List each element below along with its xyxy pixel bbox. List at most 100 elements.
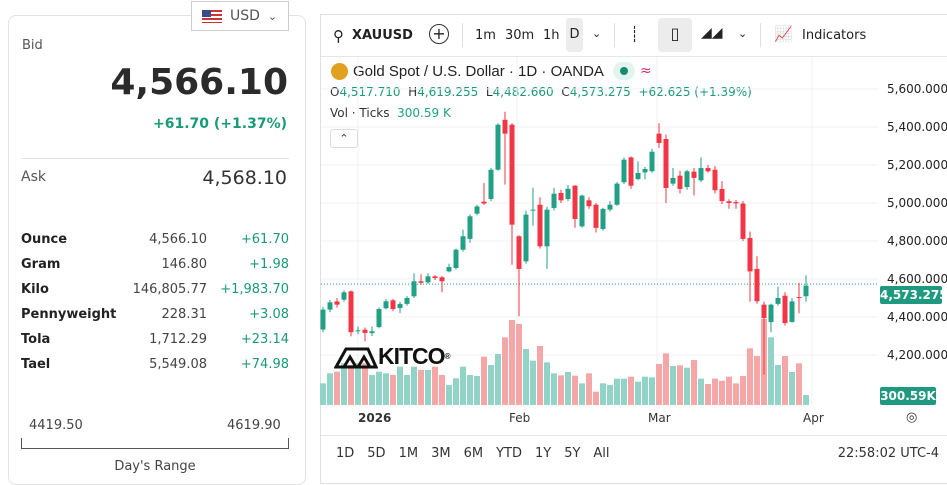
candle-body [719, 188, 725, 202]
clock: 22:58:02 UTC-4 [837, 446, 939, 461]
candle-body [747, 237, 753, 272]
candle-body [635, 172, 641, 180]
ask-price: 4,568.10 [202, 167, 287, 189]
range-ytd[interactable]: YTD [496, 446, 522, 461]
candle-body [446, 267, 452, 272]
candle-body [775, 298, 781, 304]
chevron-down-icon[interactable]: ⌄ [592, 27, 602, 40]
currency-select[interactable]: USD ⌄ [191, 1, 289, 31]
range-1m[interactable]: 1M [398, 446, 419, 461]
volume-bar [376, 371, 382, 405]
bid-label: Bid [22, 38, 43, 53]
chevron-down-icon[interactable]: ⌄ [738, 27, 748, 40]
volume-bar [502, 337, 508, 405]
volume-bar [579, 383, 585, 405]
last-price-label: 4,573.275 [880, 286, 947, 304]
range-5d[interactable]: 5D [367, 446, 386, 461]
candle-body [432, 276, 438, 279]
currency-label: USD [230, 8, 260, 24]
volume-bar [362, 363, 368, 405]
range-1d[interactable]: 1D [336, 446, 355, 461]
range-all[interactable]: All [593, 446, 610, 461]
volume-bar [397, 366, 403, 405]
volume-bar [621, 378, 627, 405]
candle-body [642, 168, 648, 173]
day-range-bar [21, 448, 289, 449]
candle-body [698, 168, 704, 181]
volume-bar [523, 349, 529, 405]
candle-body [376, 309, 382, 328]
candle-body [705, 168, 711, 172]
volume-bar [691, 360, 697, 405]
indicators-button[interactable]: Indicators [802, 28, 867, 43]
candle-body [481, 201, 487, 204]
gold-icon [331, 62, 348, 80]
volume-bar [642, 376, 648, 405]
candle-body [411, 281, 417, 297]
symbol-search[interactable]: XAUUSD [352, 28, 413, 43]
interval-1m[interactable]: 1m [475, 28, 496, 43]
interval-1h[interactable]: 1h [543, 28, 560, 43]
candle-body [460, 236, 466, 250]
volume-bar [509, 320, 515, 405]
candle-body [726, 201, 732, 203]
bar-chart-icon[interactable]: ┊ [630, 25, 640, 43]
candle-body [397, 303, 403, 309]
candle-body [467, 216, 473, 239]
y-tick: 4,800.000 [887, 234, 947, 248]
candle-body [439, 277, 445, 282]
volume-bar [789, 372, 795, 405]
candle-body [754, 268, 760, 302]
kitco-logo-mark [334, 347, 378, 368]
volume-bar [803, 395, 809, 405]
range-3m[interactable]: 3M [431, 446, 451, 461]
settings-icon[interactable]: ◎ [906, 410, 918, 425]
us-flag-icon [202, 9, 222, 23]
range-5y[interactable]: 5Y [564, 446, 581, 461]
volume-bar [586, 373, 592, 405]
bid-price: 4,566.10 [110, 62, 288, 103]
candle-body [558, 192, 564, 201]
volume-bar [719, 380, 725, 405]
search-icon[interactable]: ⚲ [333, 27, 344, 45]
range-6m[interactable]: 6M [463, 446, 484, 461]
volume-bar [733, 383, 739, 405]
volume-bar [495, 354, 501, 405]
candle-body [551, 193, 557, 208]
unit-row: Ounce 4,566.10 +61.70 [21, 232, 289, 247]
range-1y[interactable]: 1Y [534, 446, 552, 461]
volume-bar [628, 376, 634, 405]
range-tick [288, 438, 289, 449]
interval-30m[interactable]: 30m [505, 28, 535, 43]
kitco-logo-text: KITCO [378, 343, 446, 369]
divider [321, 435, 947, 436]
volume-bar [369, 375, 375, 405]
volume-bar [537, 346, 543, 405]
compare-plus-icon[interactable]: + [429, 24, 449, 44]
candle-body [390, 300, 396, 310]
volume-bar [565, 372, 571, 405]
volume-bar [635, 381, 641, 405]
indicators-icon[interactable]: 📈 [774, 25, 793, 43]
collapse-legend-button[interactable]: ⌃ [330, 129, 358, 148]
candle-body [320, 309, 326, 330]
volume-bar [754, 356, 760, 405]
y-tick: 5,000.000 [887, 196, 947, 210]
volume-bar [712, 378, 718, 405]
volume-bar [530, 360, 536, 405]
symbol-header: Gold Spot / U.S. Dollar · 1D · OANDA ≈ [331, 62, 652, 80]
candle-body [607, 204, 613, 210]
candle-body [565, 188, 571, 200]
volume-bar [474, 376, 480, 405]
candles-icon[interactable]: ▯ [658, 18, 692, 52]
unit-row: Kilo 146,805.77 +1,983.70 [21, 282, 289, 297]
candle-body [761, 304, 767, 318]
candle-body [586, 200, 592, 207]
candle-body [474, 206, 480, 214]
candle-body [600, 208, 606, 230]
candlestick-chart[interactable] [0, 0, 947, 475]
area-chart-icon[interactable]: ◢◢ [701, 25, 723, 41]
candle-body [796, 297, 802, 299]
interval-d[interactable]: D [566, 18, 583, 52]
candle-body [530, 209, 536, 211]
